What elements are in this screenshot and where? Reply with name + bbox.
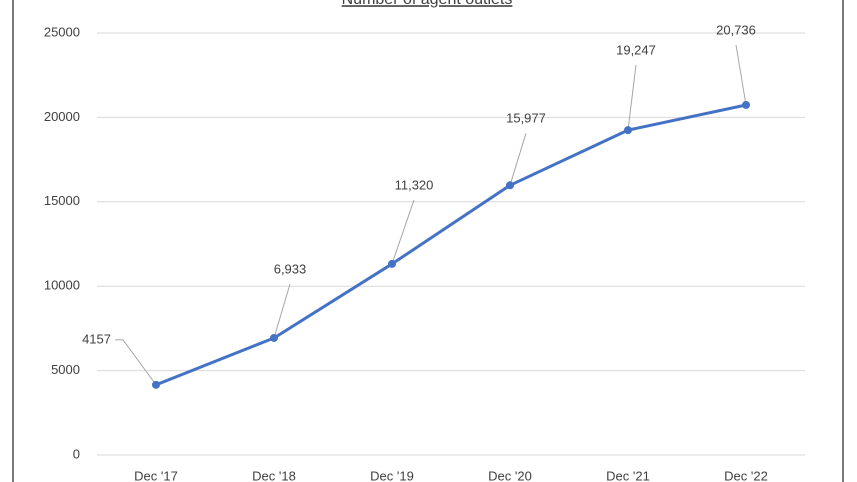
data-label: 4157 [82,331,111,346]
leader-line [273,283,291,339]
chart-title: Number of agent outlets [342,0,513,8]
leader-line [509,133,527,186]
y-tick-label: 15000 [44,193,80,208]
point [742,100,750,109]
x-tick-label: Dec '17 [134,468,178,482]
y-tick-label: 20000 [44,109,80,124]
leader-line [627,65,637,131]
y-tick-label: 0 [73,446,80,461]
y-tick-label: 10000 [44,278,80,293]
y-tick-label: 5000 [51,362,80,377]
point [388,259,396,268]
y-tick-label: 25000 [44,24,80,39]
chart-frame [12,0,844,482]
data-label: 20,736 [716,22,756,37]
point [506,181,514,190]
x-tick-label: Dec '20 [488,468,532,482]
x-tick-label: Dec '18 [252,468,296,482]
data-label: 6,933 [274,261,307,276]
data-label: 11,320 [395,177,434,192]
data-label: 19,247 [616,43,656,58]
line [155,103,747,387]
point [270,333,278,342]
x-tick-label: Dec '19 [370,468,414,482]
data-label: 15,977 [506,111,546,126]
point [152,380,160,389]
x-tick-label: Dec '22 [724,468,768,482]
leader-line [122,339,157,386]
point [624,126,632,135]
leader-line [735,44,747,106]
x-tick-label: Dec '21 [606,468,650,482]
leader-line [391,199,415,265]
